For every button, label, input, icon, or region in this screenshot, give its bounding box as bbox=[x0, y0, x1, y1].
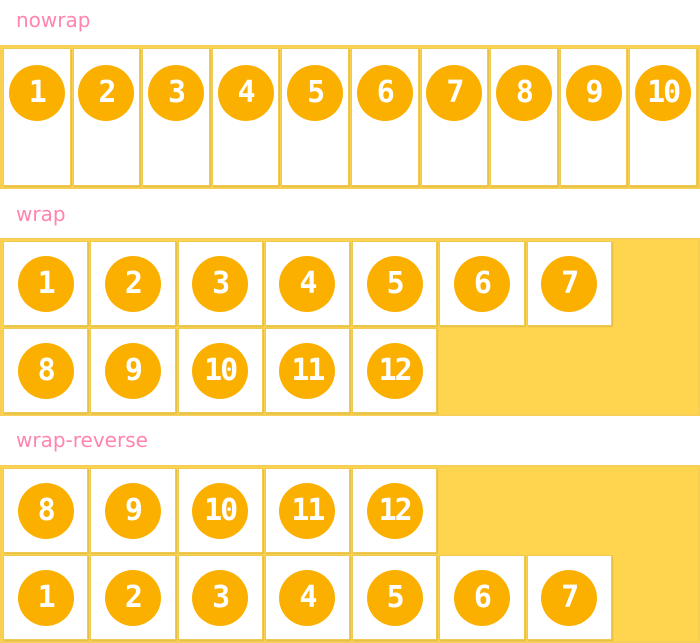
flex-item: 7 bbox=[420, 48, 489, 186]
flex-item: 7 bbox=[526, 555, 612, 640]
number-badge: 10 bbox=[192, 482, 249, 539]
number-badge: 2 bbox=[104, 255, 161, 312]
number-badge: 8 bbox=[17, 482, 74, 539]
flex-item: 10 bbox=[629, 48, 697, 186]
flex-item: 2 bbox=[90, 555, 176, 640]
flex-item: 9 bbox=[90, 328, 176, 413]
flex-item: 9 bbox=[90, 468, 176, 553]
flex-item: 11 bbox=[264, 468, 350, 553]
flex-item: 3 bbox=[177, 555, 263, 640]
number-badge: 8 bbox=[17, 342, 74, 399]
flex-item: 7 bbox=[526, 241, 612, 326]
number-badge: 9 bbox=[104, 342, 161, 399]
section-label-wrap-reverse: wrap-reverse bbox=[16, 428, 148, 452]
flex-item: 1 bbox=[3, 241, 89, 326]
flex-item: 5 bbox=[281, 48, 349, 186]
flex-item: 4 bbox=[264, 555, 350, 640]
flex-item: 2 bbox=[90, 241, 176, 326]
flex-item: 9 bbox=[559, 48, 628, 186]
flex-item: 1 bbox=[3, 555, 89, 640]
number-badge: 1 bbox=[8, 65, 65, 121]
number-badge: 2 bbox=[104, 569, 161, 626]
number-badge: 8 bbox=[495, 65, 552, 121]
number-badge: 5 bbox=[287, 65, 344, 121]
number-badge: 4 bbox=[279, 255, 336, 312]
flex-item: 12 bbox=[352, 328, 438, 413]
flex-item: 8 bbox=[490, 48, 558, 186]
flex-item: 2 bbox=[72, 48, 141, 186]
flex-item: 10 bbox=[177, 468, 263, 553]
number-badge: 6 bbox=[356, 65, 413, 121]
number-badge: 11 bbox=[279, 342, 336, 399]
flex-item: 6 bbox=[350, 48, 419, 186]
wrap-container: 1 2 3 4 5 6 7 8 9 10 11 12 bbox=[0, 238, 700, 416]
number-badge: 11 bbox=[279, 482, 336, 539]
number-badge: 3 bbox=[192, 569, 249, 626]
flex-item: 3 bbox=[142, 48, 210, 186]
flex-item: 1 bbox=[3, 48, 71, 186]
number-badge: 1 bbox=[17, 569, 74, 626]
section-label-nowrap: nowrap bbox=[16, 8, 91, 32]
number-badge: 3 bbox=[147, 65, 204, 121]
number-badge: 4 bbox=[279, 569, 336, 626]
flex-item: 3 bbox=[177, 241, 263, 326]
flex-item: 12 bbox=[352, 468, 438, 553]
number-badge: 2 bbox=[78, 65, 135, 121]
number-badge: 7 bbox=[541, 569, 598, 626]
number-badge: 3 bbox=[192, 255, 249, 312]
section-label-wrap: wrap bbox=[16, 202, 66, 226]
number-badge: 1 bbox=[17, 255, 74, 312]
number-badge: 6 bbox=[453, 255, 510, 312]
number-badge: 4 bbox=[217, 65, 274, 121]
flex-item: 4 bbox=[264, 241, 350, 326]
number-badge: 10 bbox=[192, 342, 249, 399]
flex-item: 6 bbox=[439, 555, 525, 640]
number-badge: 12 bbox=[366, 482, 423, 539]
flex-item: 5 bbox=[352, 241, 438, 326]
number-badge: 9 bbox=[565, 65, 622, 121]
number-badge: 7 bbox=[426, 65, 483, 121]
number-badge: 10 bbox=[635, 65, 692, 121]
number-badge: 9 bbox=[104, 482, 161, 539]
flex-item: 6 bbox=[439, 241, 525, 326]
number-badge: 5 bbox=[366, 569, 423, 626]
flex-item: 8 bbox=[3, 328, 89, 413]
wrap-reverse-container: 1 2 3 4 5 6 7 8 9 10 11 12 bbox=[0, 465, 700, 643]
flex-item: 5 bbox=[352, 555, 438, 640]
flex-item: 8 bbox=[3, 468, 89, 553]
nowrap-container: 1 2 3 4 5 6 7 8 9 10 bbox=[0, 45, 700, 189]
flex-item: 11 bbox=[264, 328, 350, 413]
number-badge: 7 bbox=[541, 255, 598, 312]
flex-item: 10 bbox=[177, 328, 263, 413]
number-badge: 12 bbox=[366, 342, 423, 399]
number-badge: 6 bbox=[453, 569, 510, 626]
number-badge: 5 bbox=[366, 255, 423, 312]
flex-item: 4 bbox=[211, 48, 280, 186]
